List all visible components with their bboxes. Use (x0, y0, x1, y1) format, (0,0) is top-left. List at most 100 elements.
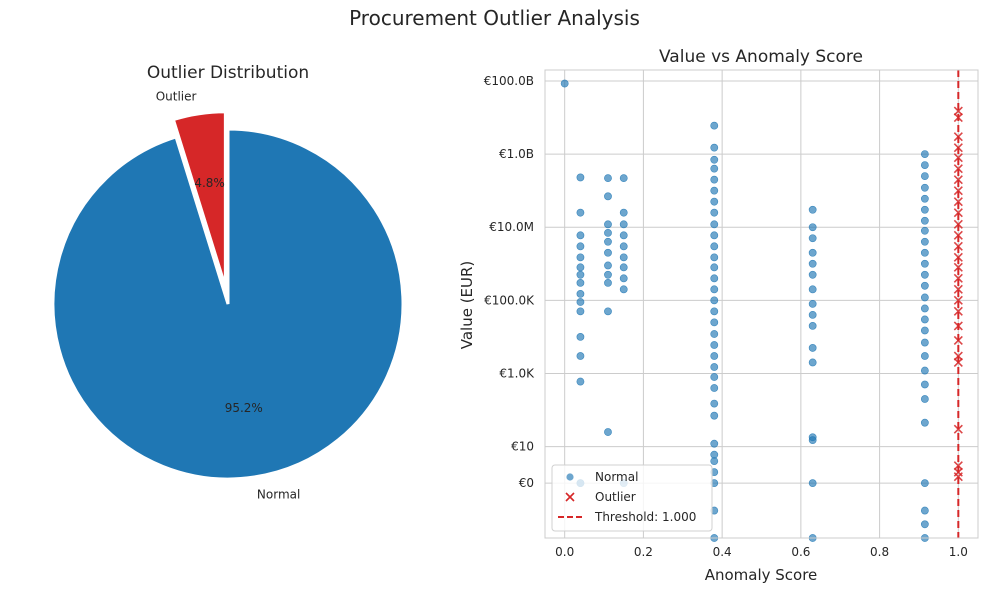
outlier-point (953, 262, 963, 272)
normal-point (576, 377, 585, 386)
normal-point (710, 164, 719, 173)
normal-point (710, 220, 719, 229)
normal-point (710, 242, 719, 251)
normal-point (604, 270, 612, 279)
outlier-point (953, 472, 963, 482)
normal-point (576, 208, 585, 217)
normal-point (576, 352, 585, 360)
normal-point (619, 174, 628, 183)
outlier-point (953, 197, 963, 207)
normal-point (710, 341, 719, 349)
normal-point (808, 259, 817, 268)
normal-point (710, 318, 719, 327)
y-tick-label: €100.0K (484, 293, 535, 307)
normal-point (920, 205, 929, 214)
normal-point (576, 278, 585, 287)
normal-point (920, 315, 929, 324)
normal-point (710, 373, 719, 381)
normal-point (808, 223, 817, 232)
normal-point (920, 304, 929, 313)
normal-point (576, 253, 585, 262)
y-tick-label: €10 (511, 440, 534, 454)
outlier-point (953, 153, 963, 163)
normal-point (808, 270, 817, 279)
normal-point (576, 263, 585, 272)
scatter-axes-frame (544, 69, 979, 539)
normal-point (576, 173, 585, 182)
normal-point (920, 352, 929, 360)
normal-point (920, 183, 929, 192)
normal-point (710, 121, 719, 130)
y-tick-label: €1.0K (499, 366, 535, 380)
normal-point (604, 428, 612, 436)
pie-title: Outlier Distribution (147, 63, 309, 83)
legend-box (551, 464, 713, 532)
normal-point (576, 231, 585, 240)
normal-point (576, 270, 585, 279)
normal-point (808, 344, 817, 352)
normal-point (604, 220, 612, 229)
normal-point (710, 231, 719, 240)
normal-point (808, 285, 817, 294)
normal-point (920, 172, 929, 181)
x-tick-label: 0.0 (555, 545, 574, 559)
normal-point (920, 226, 929, 235)
normal-point (710, 155, 719, 164)
outlier-point (953, 164, 963, 174)
figure-title: Procurement Outlier Analysis (349, 6, 640, 30)
normal-point (619, 208, 628, 217)
pie-pct-outlier: 4.8% (194, 176, 225, 190)
normal-point (920, 418, 929, 427)
legend-normal-marker (566, 473, 574, 481)
y-tick-label: €1.0B (499, 147, 534, 161)
normal-point (710, 439, 719, 448)
outlier-point (953, 424, 963, 434)
normal-point (710, 296, 719, 305)
x-tick-label: 1.0 (949, 545, 968, 559)
normal-point (808, 321, 817, 330)
normal-point (808, 479, 817, 488)
x-tick-label: 0.6 (791, 545, 810, 559)
outlier-point (953, 273, 963, 283)
normal-point (808, 299, 817, 308)
normal-point (920, 237, 929, 246)
outlier-point (953, 284, 963, 294)
legend-outlier-marker (565, 492, 575, 502)
pie-label-outlier: Outlier (156, 89, 197, 103)
normal-point (576, 290, 585, 298)
normal-point (560, 79, 569, 88)
normal-point (710, 330, 719, 338)
x-tick-label: 0.8 (870, 545, 889, 559)
normal-point (710, 186, 719, 195)
normal-point (920, 194, 929, 203)
normal-point (710, 352, 719, 360)
y-tick-label: €100.0B (484, 74, 534, 88)
normal-point (710, 384, 719, 392)
normal-point (808, 310, 817, 319)
scatter-title: Value vs Anomaly Score (659, 47, 863, 67)
normal-point (920, 366, 929, 375)
normal-point (619, 231, 628, 240)
outlier-point (953, 208, 963, 218)
normal-point (920, 248, 929, 257)
normal-point (619, 253, 628, 262)
normal-point (710, 253, 719, 262)
scatter-y-axis-label: Value (EUR) (458, 261, 476, 350)
normal-point (604, 228, 612, 237)
legend-label: Outlier (595, 490, 636, 504)
normal-point (808, 436, 817, 445)
normal-point (710, 450, 719, 459)
legend-label: Normal (595, 470, 638, 484)
y-tick-label: €0 (519, 476, 534, 490)
normal-point (576, 333, 585, 341)
normal-point (920, 161, 929, 170)
normal-point (920, 338, 929, 347)
normal-point (920, 150, 929, 158)
normal-point (920, 216, 929, 225)
normal-point (808, 358, 817, 367)
normal-point (710, 143, 719, 152)
y-tick-label: €10.0M (489, 220, 534, 234)
